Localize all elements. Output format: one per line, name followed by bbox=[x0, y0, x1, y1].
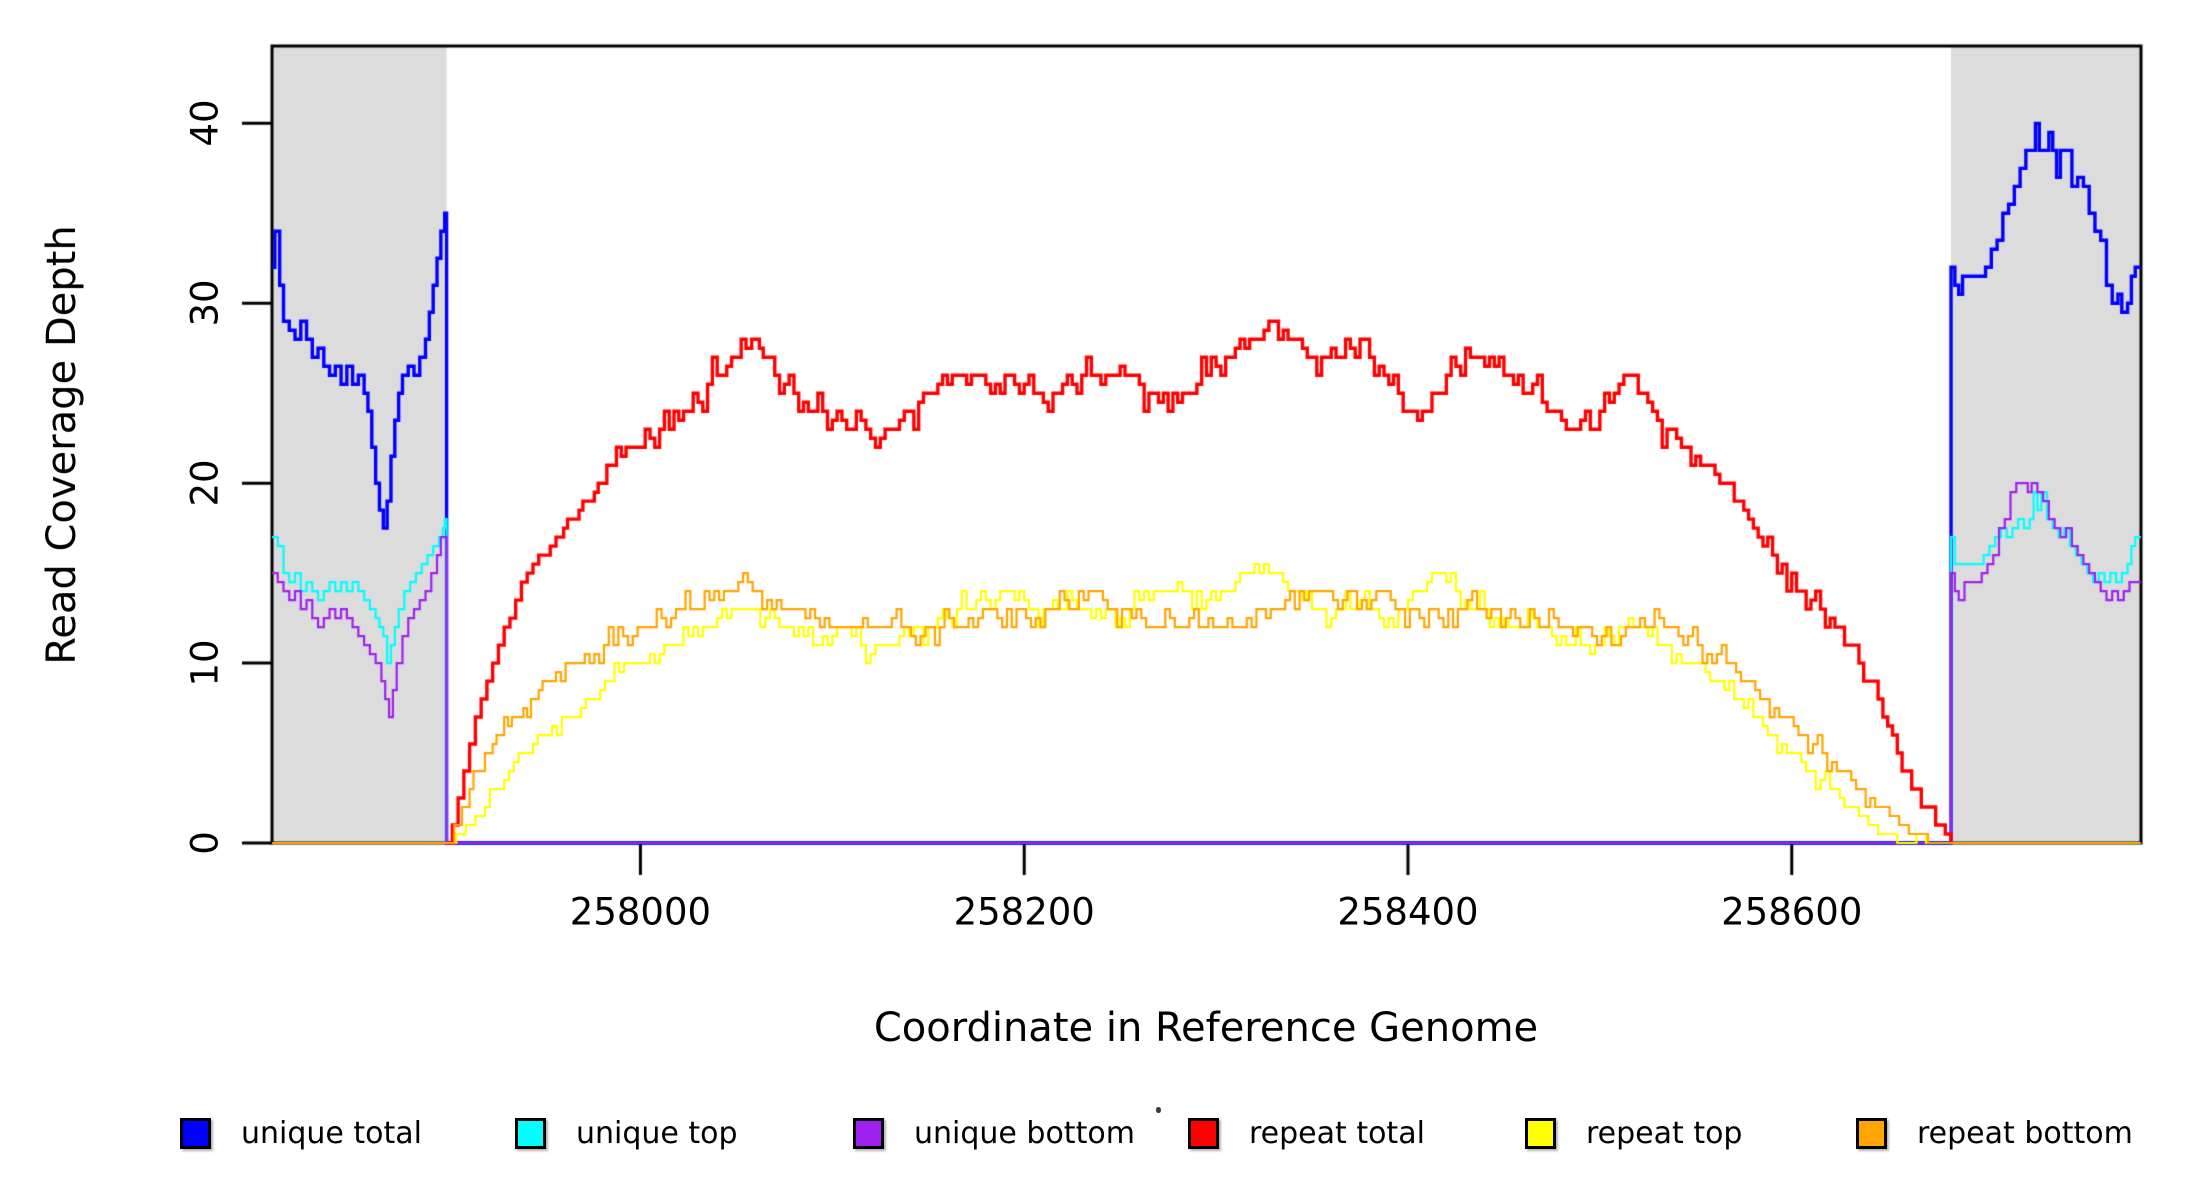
stray-dot bbox=[1156, 1107, 1161, 1113]
legend-label-unique-bottom: unique bottom bbox=[914, 1115, 1135, 1151]
legend-label-unique-total: unique total bbox=[241, 1115, 423, 1151]
y-tick-label-10: 10 bbox=[183, 639, 227, 687]
legend-swatch-repeat-bottom bbox=[1856, 1117, 1887, 1149]
x-tick-label-258400: 258400 bbox=[1337, 890, 1479, 934]
legend-item-repeat-total: repeat total bbox=[1188, 1115, 1425, 1151]
y-tick-label-30: 30 bbox=[183, 279, 227, 327]
legend-item-unique-top: unique top bbox=[515, 1115, 738, 1151]
x-axis-title: Coordinate in Reference Genome bbox=[873, 1005, 1539, 1051]
legend-swatch-unique-bottom bbox=[853, 1117, 884, 1149]
x-tick-label-258000: 258000 bbox=[569, 890, 712, 934]
legend-label-unique-top: unique top bbox=[576, 1115, 738, 1151]
legend-item-unique-bottom: unique bottom bbox=[853, 1115, 1135, 1151]
legend-item-unique-total: unique total bbox=[180, 1115, 423, 1151]
legend-item-repeat-bottom: repeat bottom bbox=[1856, 1115, 2133, 1151]
legend-swatch-unique-top bbox=[515, 1117, 546, 1149]
legend-swatch-unique-total bbox=[180, 1117, 211, 1149]
legend-swatch-repeat-total bbox=[1188, 1117, 1219, 1149]
legend-label-repeat-bottom: repeat bottom bbox=[1917, 1115, 2133, 1151]
x-tick-label-258200: 258200 bbox=[953, 890, 1095, 934]
y-tick-label-0: 0 bbox=[183, 831, 227, 855]
legend-label-repeat-total: repeat total bbox=[1249, 1115, 1425, 1151]
x-tick-label-258600: 258600 bbox=[1721, 890, 1863, 934]
legend-label-repeat-top: repeat top bbox=[1586, 1115, 1743, 1151]
legend-swatch-repeat-top bbox=[1525, 1117, 1556, 1149]
legend-item-repeat-top: repeat top bbox=[1525, 1115, 1743, 1151]
y-tick-label-20: 20 bbox=[183, 459, 227, 507]
y-axis-title: Read Coverage Depth bbox=[39, 225, 85, 665]
y-tick-label-40: 40 bbox=[183, 99, 227, 147]
